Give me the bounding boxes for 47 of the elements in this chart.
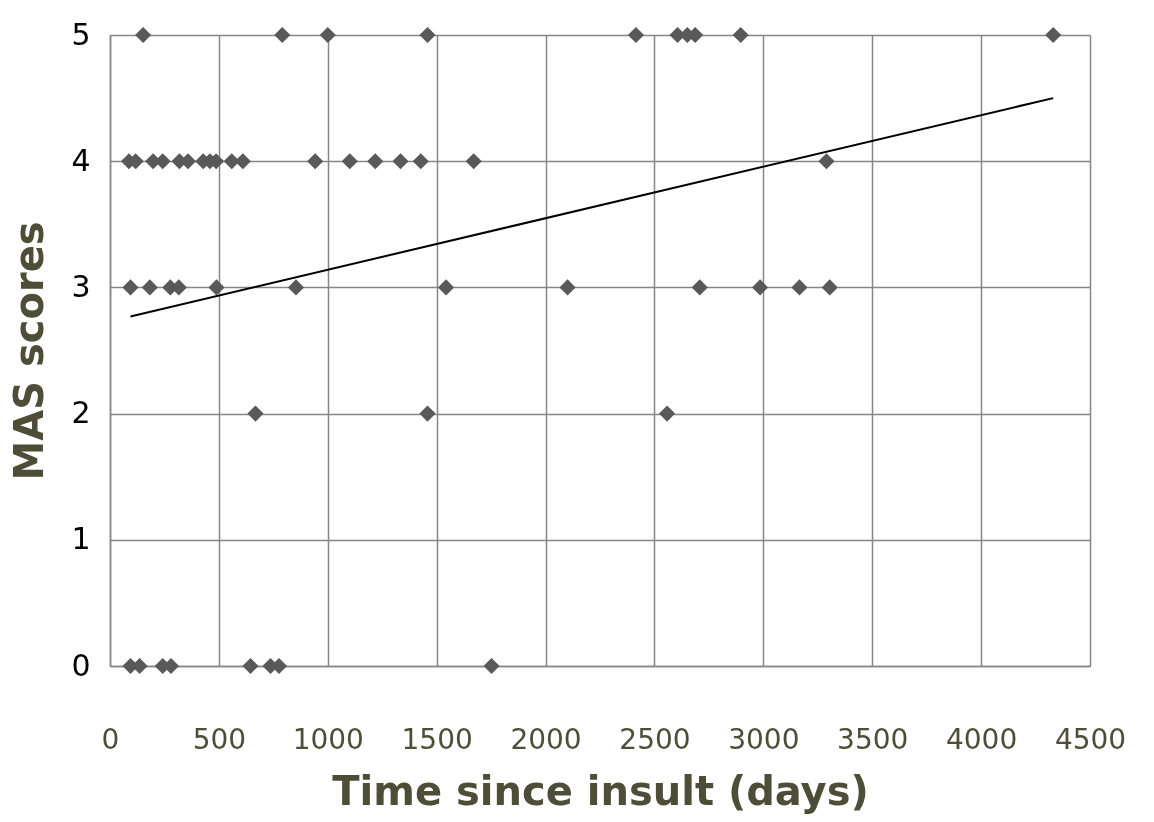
point xyxy=(419,405,436,422)
point xyxy=(242,657,259,675)
point xyxy=(287,279,305,296)
point xyxy=(437,279,455,296)
y-tick-label: 2 xyxy=(71,395,91,431)
point xyxy=(135,26,152,44)
point xyxy=(274,26,291,44)
point xyxy=(1045,26,1062,44)
point xyxy=(392,153,409,170)
y-tick-label: 3 xyxy=(71,268,91,304)
x-tick-label: 3000 xyxy=(728,722,800,756)
y-tick-label: 4 xyxy=(71,142,91,178)
x-tick-label: 0 xyxy=(101,722,120,756)
x-tick-label: 4000 xyxy=(945,722,1018,756)
x-tick-label: 1000 xyxy=(292,722,364,756)
point xyxy=(122,279,139,296)
point xyxy=(247,405,264,422)
y-axis-title: MAS scores xyxy=(6,221,53,481)
point xyxy=(307,153,324,170)
y-tick-label: 0 xyxy=(71,647,91,683)
point xyxy=(465,153,482,170)
x-tick-label: 2000 xyxy=(510,722,582,756)
point xyxy=(208,279,225,296)
point xyxy=(559,279,576,296)
point xyxy=(821,279,838,296)
point xyxy=(659,405,676,422)
point xyxy=(141,279,158,296)
x-tick-label: 3500 xyxy=(837,722,909,756)
point xyxy=(412,153,429,170)
x-axis-title: Time since insult (days) xyxy=(332,767,869,814)
x-tick-label: 500 xyxy=(192,722,247,756)
point xyxy=(483,657,500,675)
y-tick-label: 5 xyxy=(71,16,91,52)
y-tick-label: 1 xyxy=(71,521,91,557)
point xyxy=(791,279,808,296)
point xyxy=(752,279,769,296)
x-tick-label: 1500 xyxy=(401,722,473,756)
point xyxy=(732,26,749,44)
x-tick-label: 4500 xyxy=(1054,722,1127,756)
point xyxy=(419,26,436,44)
point xyxy=(367,153,384,170)
point xyxy=(319,26,336,44)
point xyxy=(627,26,644,44)
point xyxy=(691,279,708,296)
point xyxy=(818,153,835,170)
point xyxy=(341,153,358,170)
x-tick-label: 2500 xyxy=(619,722,691,756)
